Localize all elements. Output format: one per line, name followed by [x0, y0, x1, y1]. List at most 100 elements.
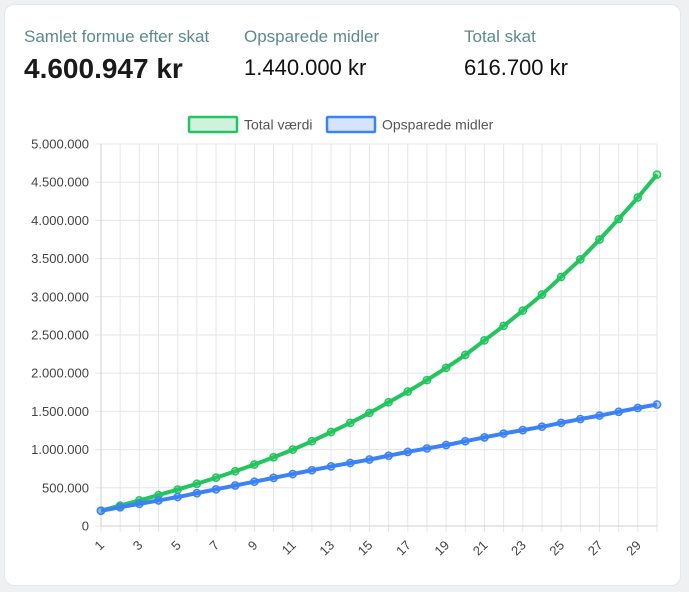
series-0-point: [250, 460, 259, 469]
series-1-line: [100, 402, 658, 513]
series-0-line: [100, 173, 659, 513]
series-0-point: [173, 485, 183, 494]
series-1-point: [154, 496, 163, 505]
series-1-point: [480, 433, 489, 442]
x-tick-label: 17: [393, 538, 414, 559]
x-tick-label: 19: [431, 538, 452, 559]
series-0-point: [365, 408, 374, 418]
series-1-point: [633, 403, 643, 413]
series-0-point: [288, 445, 298, 454]
series-1-point: [460, 436, 470, 446]
series-1-point: [211, 484, 221, 494]
y-tick-label: 4.000.000: [31, 213, 89, 228]
series-0-point: [614, 214, 624, 224]
y-tick-label: 4.500.000: [31, 175, 89, 190]
x-tick-label: 9: [245, 538, 261, 554]
x-tick-label: 21: [470, 538, 491, 559]
series-0-point: [499, 321, 508, 331]
stat-value: 616.700 kr: [464, 55, 568, 80]
x-tick-label: 29: [623, 538, 644, 559]
legend-label: Total værdi: [244, 117, 312, 133]
series-1-point: [326, 462, 336, 471]
series-0-point: [269, 452, 278, 462]
series-0-point: [211, 473, 221, 482]
result-card: Samlet formue efter skat 4.600.947 kr Op…: [4, 4, 681, 586]
stat-total-tax: Total skat 616.700 kr: [464, 27, 568, 81]
y-tick-label: 0: [82, 519, 89, 534]
y-tick-label: 2.500.000: [31, 328, 89, 343]
series-1-point: [96, 506, 106, 516]
legend-item[interactable]: Total værdi: [187, 115, 312, 134]
x-tick-label: 25: [546, 538, 567, 559]
x-tick-label: 23: [508, 538, 529, 559]
series-1-point: [556, 418, 566, 428]
series-0-point: [633, 193, 643, 202]
stat-saved-funds: Opsparede midler 1.440.000 kr: [244, 27, 379, 81]
series-0-point: [403, 387, 413, 396]
legend-swatch: [325, 115, 377, 134]
y-tick-label: 1.500.000: [31, 404, 89, 419]
series-1-point: [307, 465, 317, 475]
x-tick-label: 13: [316, 538, 337, 559]
series-1-point: [384, 451, 393, 461]
series-1-point: [173, 492, 183, 502]
y-tick-label: 3.500.000: [31, 251, 89, 266]
x-tick-label: 11: [279, 538, 299, 558]
series-1-point: [288, 469, 298, 479]
series-1-point: [192, 488, 202, 498]
legend[interactable]: Total værdi Opsparede midler: [187, 115, 494, 134]
y-tick-label: 2.000.000: [31, 366, 89, 381]
series-0-point: [384, 397, 393, 407]
series: [96, 170, 662, 516]
series-1-point: [250, 477, 259, 487]
legend-swatch: [187, 115, 239, 134]
x-tick-label: 7: [206, 538, 222, 554]
stat-label: Samlet formue efter skat: [24, 27, 210, 46]
series-0-point: [192, 479, 202, 489]
series-0-point: [460, 350, 470, 360]
series-1-point: [614, 407, 624, 417]
stat-label: Opsparede midler: [244, 27, 380, 46]
series-1-point: [345, 458, 355, 468]
series-0-point: [518, 306, 528, 315]
y-tick-label: 1.000.000: [31, 442, 89, 457]
series-1-point: [403, 447, 413, 457]
series-1-point: [365, 455, 374, 464]
series-0-point: [575, 255, 585, 264]
series-1-point: [652, 400, 662, 409]
series-0-point: [441, 363, 451, 373]
x-tick-label: 5: [168, 538, 184, 554]
series-0-point: [556, 272, 566, 282]
stat-label: Total skat: [464, 27, 536, 46]
x-tick-label: 3: [130, 538, 146, 554]
series-1-point: [134, 499, 144, 509]
series-1-point: [575, 414, 585, 424]
series-1-point: [537, 422, 547, 432]
series-1-point: [595, 411, 604, 420]
series-1-point: [115, 502, 125, 512]
series-0-point: [307, 436, 317, 446]
series-1-point: [441, 440, 451, 450]
legend-item[interactable]: Opsparede midler: [325, 115, 494, 134]
series-1-point: [230, 481, 240, 490]
series-0-point: [537, 290, 547, 299]
x-tick-label: 15: [355, 538, 376, 559]
stat-value: 1.440.000 kr: [244, 55, 367, 80]
series-1-point: [518, 425, 528, 435]
series-0-point: [480, 335, 489, 345]
series-0-point: [422, 375, 432, 385]
series-1-point: [499, 429, 508, 438]
series-0-point: [326, 427, 336, 437]
x-tick-label: 1: [91, 538, 107, 554]
series-1-point: [269, 473, 278, 483]
y-tick-label: 500.000: [42, 480, 89, 495]
stat-total-wealth: Samlet formue efter skat 4.600.947 kr: [24, 27, 209, 85]
axes: 0 500.000 1.000.000 1.500.000 2.000.000 2.500…: [31, 137, 657, 559]
series-1-point: [422, 444, 432, 453]
series-0-point: [345, 418, 355, 428]
stat-value: 4.600.947 kr: [24, 53, 183, 84]
legend-label: Opsparede midler: [382, 117, 494, 133]
series-0-point: [652, 170, 662, 179]
series-0-point: [230, 466, 240, 476]
